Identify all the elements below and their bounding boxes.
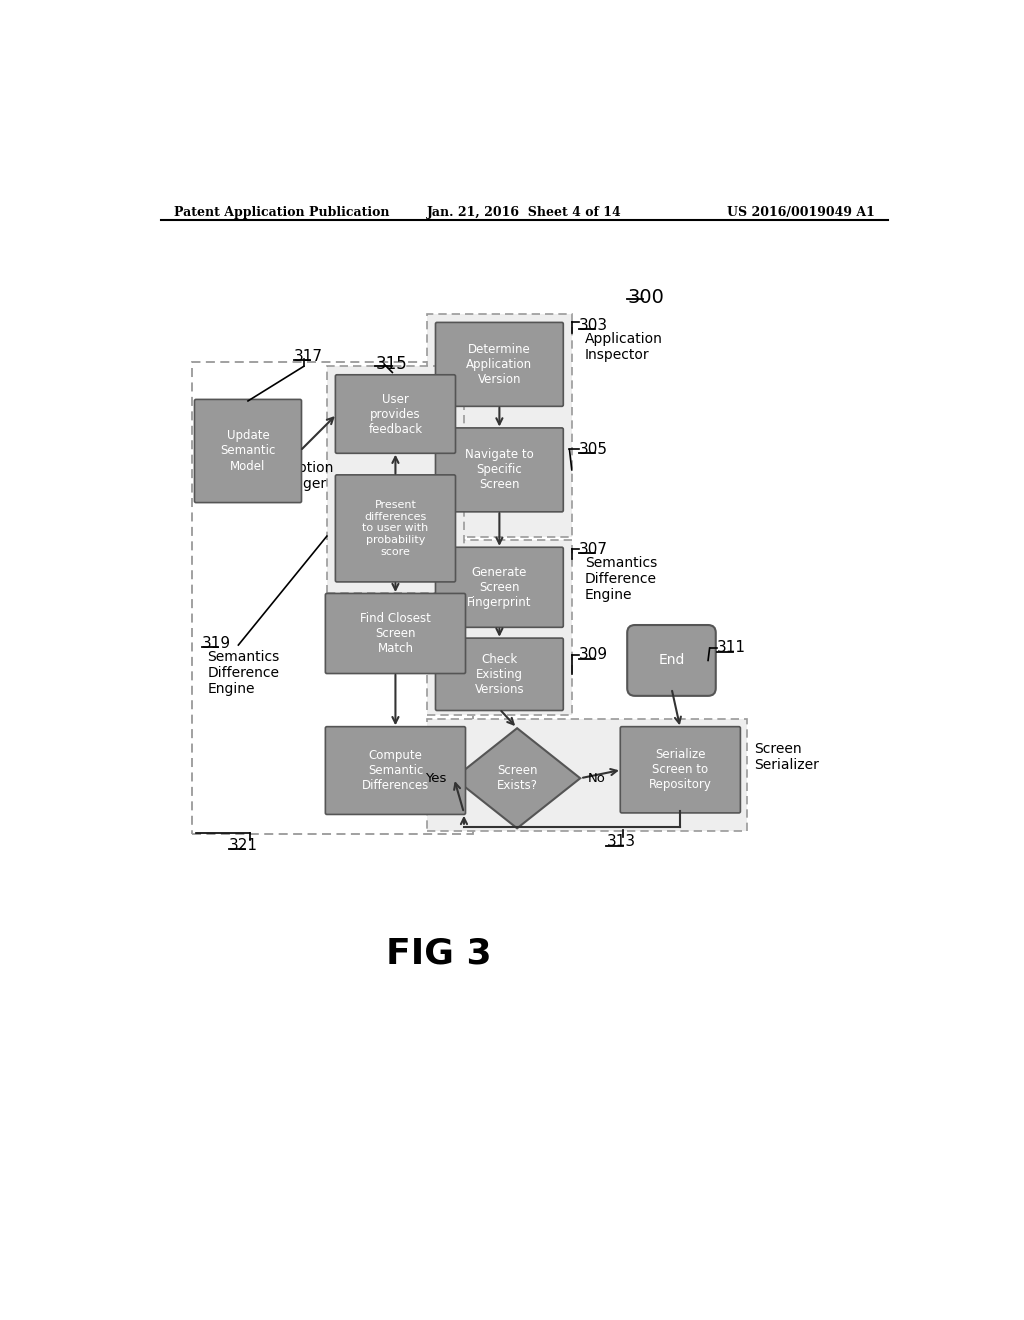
Polygon shape: [454, 729, 581, 829]
Text: FIG 3: FIG 3: [386, 936, 492, 970]
FancyBboxPatch shape: [621, 726, 740, 813]
Text: Application
Inspector: Application Inspector: [585, 331, 663, 362]
FancyBboxPatch shape: [435, 428, 563, 512]
Text: Serialize
Screen to
Repository: Serialize Screen to Repository: [649, 748, 712, 791]
FancyBboxPatch shape: [628, 626, 716, 696]
FancyBboxPatch shape: [326, 726, 466, 814]
Text: Present
differences
to user with
probability
score: Present differences to user with probabi…: [362, 500, 429, 557]
Text: 321: 321: [229, 838, 258, 853]
Text: 300: 300: [628, 288, 665, 306]
FancyBboxPatch shape: [435, 548, 563, 627]
Text: 319: 319: [202, 636, 231, 651]
Text: Determine
Application
Version: Determine Application Version: [466, 343, 532, 385]
Text: 307: 307: [579, 543, 607, 557]
Text: No: No: [588, 772, 606, 785]
FancyBboxPatch shape: [326, 594, 466, 673]
Text: Jan. 21, 2016  Sheet 4 of 14: Jan. 21, 2016 Sheet 4 of 14: [427, 206, 623, 219]
Text: Generate
Screen
Fingerprint: Generate Screen Fingerprint: [467, 566, 531, 609]
Bar: [327, 367, 464, 594]
Text: 315: 315: [376, 355, 408, 372]
Text: 305: 305: [579, 442, 607, 457]
FancyBboxPatch shape: [435, 638, 563, 710]
FancyBboxPatch shape: [336, 375, 456, 453]
Bar: [427, 719, 746, 830]
Text: US 2016/0019049 A1: US 2016/0019049 A1: [727, 206, 876, 219]
Text: 311: 311: [717, 640, 746, 656]
Text: Yes: Yes: [425, 772, 446, 785]
Text: User
provides
feedback: User provides feedback: [369, 392, 423, 436]
Text: End: End: [658, 653, 685, 668]
FancyBboxPatch shape: [435, 322, 563, 407]
Text: 313: 313: [606, 834, 636, 850]
Bar: [193, 363, 473, 834]
Bar: [427, 314, 571, 537]
Bar: [427, 540, 571, 715]
FancyBboxPatch shape: [336, 475, 456, 582]
Text: Navigate to
Specific
Screen: Navigate to Specific Screen: [465, 449, 534, 491]
Text: Compute
Semantic
Differences: Compute Semantic Differences: [361, 748, 429, 792]
Text: 309: 309: [579, 647, 608, 663]
FancyBboxPatch shape: [195, 400, 301, 503]
Text: Patent Application Publication: Patent Application Publication: [174, 206, 390, 219]
Text: Find Closest
Screen
Match: Find Closest Screen Match: [360, 612, 431, 655]
Text: Check
Existing
Versions: Check Existing Versions: [474, 653, 524, 696]
Text: Screen
Serializer: Screen Serializer: [755, 742, 819, 772]
Text: 303: 303: [579, 318, 608, 333]
Text: Semantics
Difference
Engine: Semantics Difference Engine: [585, 556, 657, 602]
Text: 317: 317: [294, 348, 323, 363]
Text: Update
Semantic
Model: Update Semantic Model: [220, 429, 275, 473]
Text: Screen
Exists?: Screen Exists?: [497, 764, 538, 792]
Text: Semantics
Difference
Engine: Semantics Difference Engine: [208, 649, 280, 696]
Text: Exception
Manager: Exception Manager: [265, 461, 334, 491]
